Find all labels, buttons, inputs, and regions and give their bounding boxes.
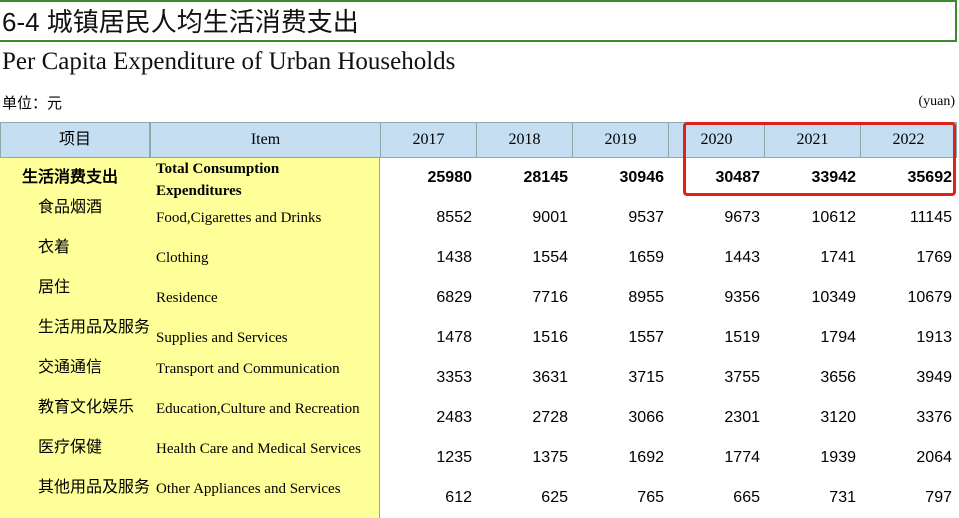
cell-value: 1769 bbox=[916, 249, 952, 266]
cell-value: 731 bbox=[829, 489, 856, 506]
unit-en: (yuan) bbox=[918, 94, 955, 109]
unit-cn: 单位：元 bbox=[2, 95, 63, 112]
cell-value: 1794 bbox=[820, 329, 856, 346]
cell-value: 9537 bbox=[628, 209, 664, 226]
cell-value: 1443 bbox=[724, 249, 760, 266]
cell-value: 1554 bbox=[532, 249, 568, 266]
cell-value: 8955 bbox=[628, 289, 664, 306]
row-label-cn: 生活消费支出 bbox=[22, 169, 119, 186]
cell-value: 10349 bbox=[811, 289, 857, 306]
cell-value: 25980 bbox=[427, 169, 473, 186]
row-label-cn: 居住 bbox=[38, 279, 71, 296]
header-cell: 2019 bbox=[572, 122, 669, 158]
row-label-en: Clothing bbox=[156, 250, 209, 266]
header-cell: 2018 bbox=[476, 122, 573, 158]
cell-value: 1659 bbox=[628, 249, 664, 266]
row-label-en: Total Consumption Expenditures bbox=[156, 161, 280, 199]
header-cell: 项目 bbox=[0, 122, 150, 158]
cell-value: 1438 bbox=[436, 249, 472, 266]
cell-value: 3949 bbox=[916, 369, 952, 386]
cell-value: 6829 bbox=[436, 289, 472, 306]
cell-value: 765 bbox=[637, 489, 664, 506]
header-cell: 2022 bbox=[860, 122, 957, 158]
cell-value: 2728 bbox=[532, 409, 568, 426]
cell-value: 1913 bbox=[916, 329, 952, 346]
cell-value: 3755 bbox=[724, 369, 760, 386]
cell-value: 11145 bbox=[909, 209, 952, 226]
highlight-box bbox=[683, 122, 956, 196]
cell-value: 9673 bbox=[724, 209, 760, 226]
cell-value: 35692 bbox=[907, 169, 953, 186]
cell-value: 1235 bbox=[436, 449, 472, 466]
cell-value: 8552 bbox=[436, 209, 472, 226]
cell-value: 612 bbox=[445, 489, 472, 506]
cell-value: 1741 bbox=[820, 249, 856, 266]
cell-value: 1774 bbox=[724, 449, 760, 466]
row-label-cn: 其他用品及服务 bbox=[38, 479, 151, 496]
subtitle: Per Capita Expenditure of Urban Househol… bbox=[2, 48, 456, 75]
cell-value: 7716 bbox=[532, 289, 568, 306]
cell-value: 2301 bbox=[724, 409, 760, 426]
row-label-en: Supplies and Services bbox=[156, 330, 288, 346]
row-label-cn: 食品烟酒 bbox=[38, 199, 103, 216]
cell-value: 3715 bbox=[628, 369, 664, 386]
cell-value: 1478 bbox=[436, 329, 472, 346]
cell-value: 9356 bbox=[724, 289, 760, 306]
cell-value: 9001 bbox=[532, 209, 568, 226]
cell-value: 2483 bbox=[436, 409, 472, 426]
row-label-cn: 教育文化娱乐 bbox=[38, 399, 135, 416]
cell-value: 33942 bbox=[811, 169, 857, 186]
cell-value: 1939 bbox=[820, 449, 856, 466]
row-label-cn: 生活用品及服务 bbox=[38, 319, 151, 336]
row-label-en: Education,Culture and Recreation bbox=[156, 401, 360, 417]
cell-value: 3120 bbox=[820, 409, 856, 426]
cell-value: 1692 bbox=[628, 449, 664, 466]
cell-value: 625 bbox=[541, 489, 568, 506]
cell-value: 1519 bbox=[724, 329, 760, 346]
row-label-en: Health Care and Medical Services bbox=[156, 441, 361, 457]
row-label-cn: 医疗保健 bbox=[38, 439, 103, 456]
row-label-cn: 衣着 bbox=[38, 239, 71, 256]
row-label-en: Other Appliances and Services bbox=[156, 481, 341, 497]
title: 6-4 城镇居民人均生活消费支出 bbox=[0, 0, 957, 42]
cell-value: 665 bbox=[733, 489, 760, 506]
header-cell: Item bbox=[150, 122, 381, 158]
row-label-en: Food,Cigarettes and Drinks bbox=[156, 210, 322, 226]
cell-value: 3656 bbox=[820, 369, 856, 386]
cell-value: 3376 bbox=[916, 409, 952, 426]
cell-value: 10612 bbox=[811, 209, 857, 226]
cell-value: 3066 bbox=[628, 409, 664, 426]
cell-value: 28145 bbox=[523, 169, 569, 186]
row-label-en: Residence bbox=[156, 290, 218, 306]
cell-value: 10679 bbox=[907, 289, 953, 306]
cell-value: 30487 bbox=[715, 169, 761, 186]
cell-value: 3353 bbox=[436, 369, 472, 386]
row-label-en: Transport and Communication bbox=[156, 361, 340, 377]
cell-value: 30946 bbox=[619, 169, 665, 186]
cell-value: 1375 bbox=[532, 449, 568, 466]
header-cell: 2017 bbox=[380, 122, 477, 158]
cell-value: 3631 bbox=[532, 369, 568, 386]
cell-value: 1557 bbox=[628, 329, 664, 346]
row-label-cn: 交通通信 bbox=[38, 359, 103, 376]
cell-value: 1516 bbox=[532, 329, 568, 346]
yellow-column bbox=[0, 158, 380, 518]
header-cell: 2021 bbox=[764, 122, 861, 158]
cell-value: 2064 bbox=[916, 449, 952, 466]
cell-value: 797 bbox=[925, 489, 952, 506]
